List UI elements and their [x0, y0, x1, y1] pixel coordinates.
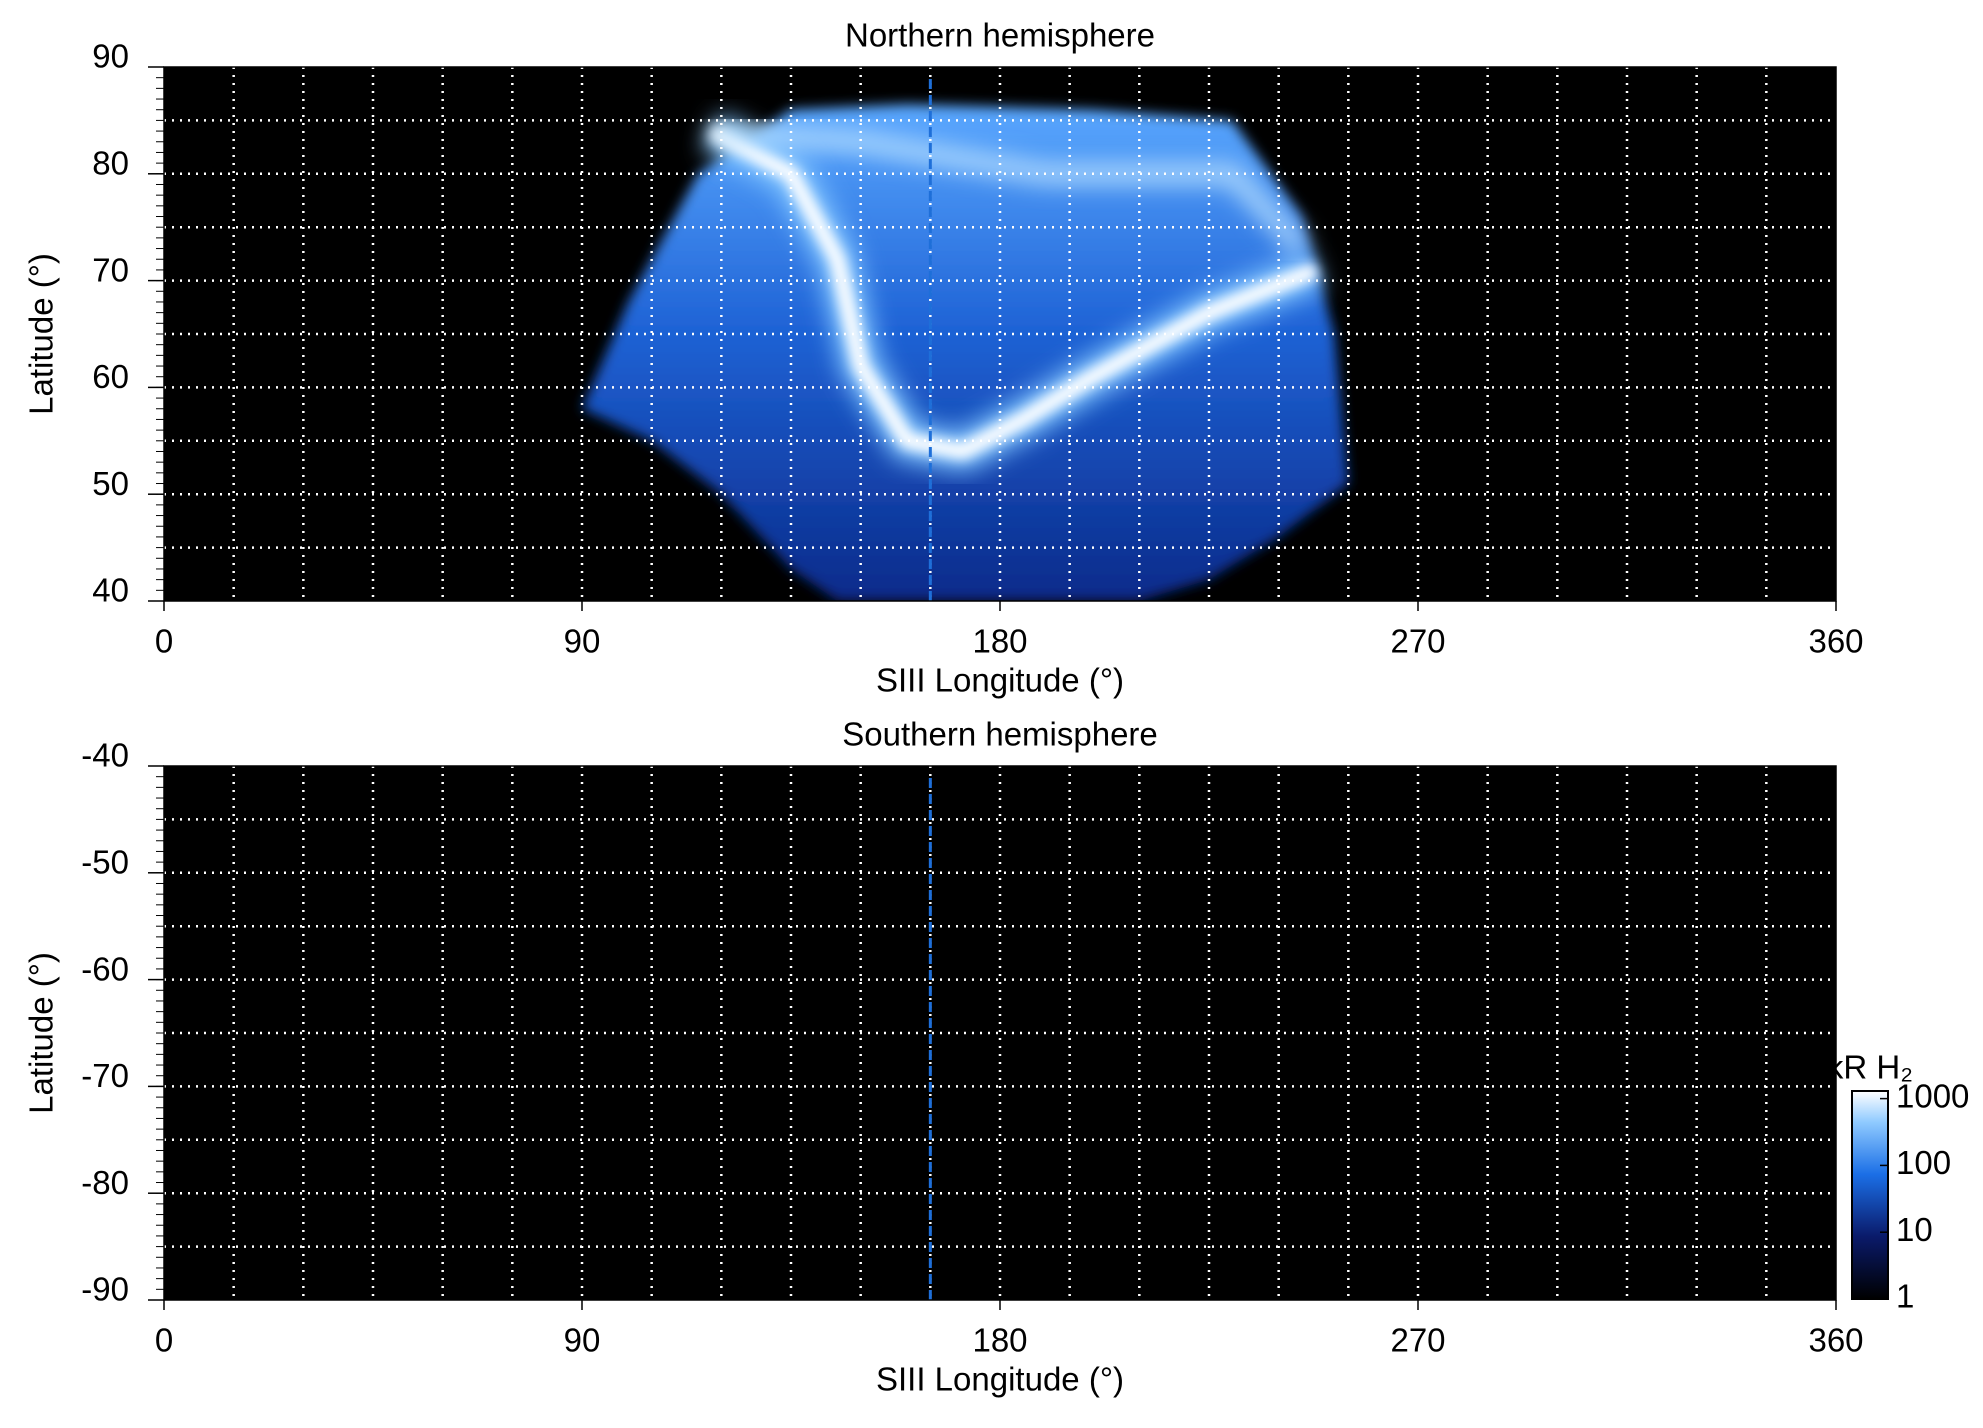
- colorbar-tick-label: 10: [1896, 1211, 1933, 1248]
- y-tick-label: -60: [81, 950, 129, 987]
- colorbar-tick-label: 1: [1896, 1278, 1914, 1315]
- colorbar-label: kR H₂: [1827, 1049, 1913, 1086]
- y-tick-label: 40: [92, 572, 129, 609]
- x-tick-label: 270: [1390, 1322, 1445, 1359]
- x-tick-label: 90: [564, 1322, 601, 1359]
- x-axis-label: SIII Longitude (°): [876, 662, 1124, 699]
- y-tick-label: -50: [81, 844, 129, 881]
- y-tick-label: 50: [92, 465, 129, 502]
- y-axis-label: Latitude (°): [23, 253, 60, 415]
- chart-title: Southern hemisphere: [842, 716, 1158, 753]
- colorbar-tick-label: 1000: [1896, 1077, 1969, 1114]
- y-tick-label: -40: [81, 737, 129, 774]
- x-tick-label: 90: [564, 623, 601, 660]
- y-tick-label: -80: [81, 1164, 129, 1201]
- y-tick-label: 70: [92, 251, 129, 288]
- colorbar-tick-label: 100: [1896, 1144, 1951, 1181]
- aurora-cap: [711, 122, 1309, 255]
- x-tick-label: 0: [155, 1322, 173, 1359]
- aurora-region: [582, 104, 1349, 601]
- colorbar: [1851, 1090, 1889, 1300]
- y-tick-label: 60: [92, 358, 129, 395]
- y-tick-label: -70: [81, 1057, 129, 1094]
- aurora-oval: [708, 124, 1319, 460]
- x-tick-label: 360: [1808, 623, 1863, 660]
- y-tick-label: 90: [92, 38, 129, 75]
- x-axis-label: SIII Longitude (°): [876, 1361, 1124, 1398]
- y-tick-label: -90: [81, 1271, 129, 1308]
- y-axis-label: Latitude (°): [23, 952, 60, 1114]
- y-tick-label: 80: [92, 145, 129, 182]
- x-tick-label: 180: [972, 623, 1027, 660]
- x-tick-label: 0: [155, 623, 173, 660]
- chart-title: Northern hemisphere: [845, 17, 1155, 54]
- x-tick-label: 180: [972, 1322, 1027, 1359]
- x-tick-label: 360: [1808, 1322, 1863, 1359]
- x-tick-label: 270: [1390, 623, 1445, 660]
- aurora-image: [582, 104, 1349, 601]
